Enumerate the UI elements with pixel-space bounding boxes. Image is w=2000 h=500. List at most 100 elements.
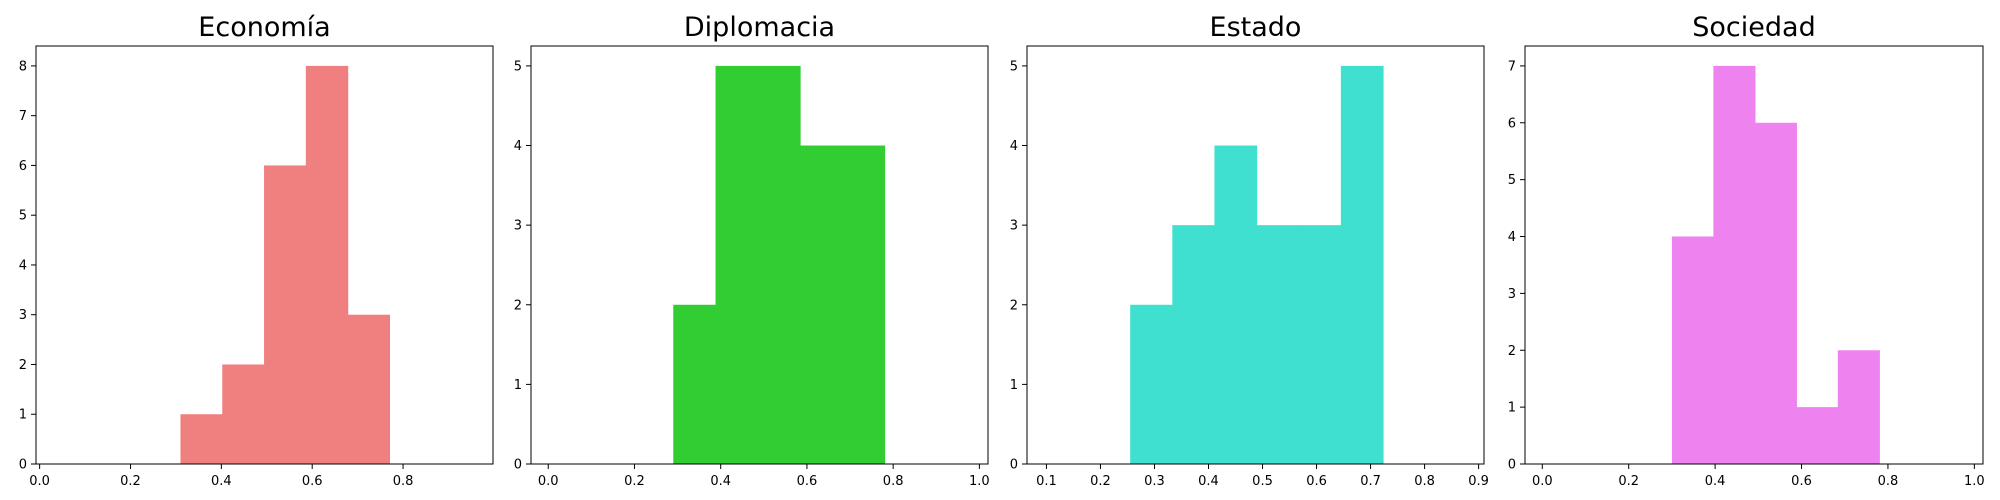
x-tick-label: 0.6: [1306, 474, 1327, 489]
y-tick-label: 3: [1508, 287, 1516, 302]
x-tick-label: 0.6: [797, 474, 818, 489]
histogram-bar: [1837, 350, 1880, 464]
x-tick-label: 0.8: [1878, 474, 1899, 489]
histogram-bar: [1713, 65, 1756, 465]
y-tick-label: 3: [19, 308, 27, 323]
histogram-bar: [264, 165, 307, 464]
histogram-bar: [757, 65, 801, 465]
y-tick-label: 7: [19, 109, 27, 124]
y-axis: 0 1 2 3 4 5 6 7: [1508, 59, 1525, 473]
histogram-bar: [800, 145, 843, 464]
histogram-bar: [1172, 225, 1216, 464]
bar-group: [180, 65, 391, 465]
x-tick-label: 0.4: [1198, 474, 1219, 489]
x-tick-label: 0.2: [1090, 474, 1111, 489]
plot-frame: [1026, 45, 1485, 465]
y-tick-label: 5: [19, 209, 27, 224]
y-tick-label: 4: [514, 139, 522, 154]
histogram-bar: [1256, 225, 1300, 464]
y-tick-label: 7: [1508, 59, 1516, 74]
y-tick-label: 0: [514, 458, 522, 473]
x-tick-label: 0.2: [1618, 474, 1639, 489]
x-tick-label: 0.4: [710, 474, 731, 489]
y-tick-label: 4: [1010, 139, 1018, 154]
histogram-bar: [305, 65, 349, 465]
panel-title: Diplomacia: [684, 12, 835, 43]
y-tick-label: 6: [19, 159, 27, 174]
y-tick-label: 2: [1508, 344, 1516, 359]
x-axis: 0.0 0.2 0.4 0.6 0.8: [29, 464, 413, 489]
y-tick-label: 0: [1508, 458, 1516, 473]
x-tick-label: 0.0: [29, 474, 50, 489]
x-tick-label: 0.6: [302, 474, 323, 489]
x-tick-label: 0.4: [211, 474, 232, 489]
x-tick-label: 0.4: [1705, 474, 1726, 489]
plot-frame: [35, 45, 494, 465]
y-tick-label: 1: [1508, 401, 1516, 416]
histogram-bar: [180, 414, 223, 464]
y-tick-label: 2: [1010, 298, 1018, 313]
y-axis: 0 1 2 3 4 5: [514, 59, 531, 473]
histogram-bar: [673, 304, 717, 464]
histogram-bar: [347, 314, 391, 464]
y-tick-label: 1: [19, 408, 27, 423]
histogram-bar: [1796, 407, 1839, 464]
histogram-bar: [1130, 304, 1173, 464]
bar-group: [1671, 65, 1880, 465]
x-tick-label: 0.8: [883, 474, 904, 489]
panel-title: Economía: [198, 12, 330, 43]
y-tick-label: 4: [1508, 230, 1516, 245]
panel-title: Sociedad: [1692, 12, 1815, 43]
x-tick-label: 0.2: [624, 474, 645, 489]
x-tick-label: 0.8: [1414, 474, 1435, 489]
y-tick-label: 3: [1010, 219, 1018, 234]
y-tick-label: 1: [514, 378, 522, 393]
histogram-bar: [1671, 236, 1714, 464]
y-tick-label: 0: [1010, 458, 1018, 473]
panel-sociedad: Sociedad 0.0 0.2 0.4 0.6 0.8 1.0 0 1 2 3 4 5 6 7: [1508, 12, 1985, 489]
histogram-bar: [842, 145, 886, 464]
x-tick-label: 1.0: [1964, 474, 1985, 489]
panel-diplomacia: Diplomacia 0.0 0.2 0.4 0.6 0.8 1.0 0 1 2 3 4 5: [514, 12, 990, 489]
histogram-bar: [222, 364, 265, 464]
x-axis: 0.1 0.2 0.3 0.4 0.5 0.6 0.7 0.8 0.9: [1036, 464, 1489, 489]
y-tick-label: 5: [514, 59, 522, 74]
x-tick-label: 0.9: [1468, 474, 1489, 489]
y-tick-label: 4: [19, 258, 27, 273]
bar-group: [673, 65, 886, 465]
panel-estado: Estado 0.1 0.2 0.3 0.4 0.5 0.6 0.7 0.8 0.9 0 1 2 3 4…: [1010, 12, 1489, 489]
panel-title: Estado: [1210, 12, 1302, 43]
y-tick-label: 8: [19, 59, 27, 74]
y-tick-label: 5: [1010, 59, 1018, 74]
x-axis: 0.0 0.2 0.4 0.6 0.8 1.0: [1532, 464, 1985, 489]
x-tick-label: 0.0: [1532, 474, 1553, 489]
y-tick-label: 2: [514, 298, 522, 313]
histogram-bar: [1298, 225, 1342, 464]
y-tick-label: 0: [19, 458, 27, 473]
histogram-bar: [1754, 122, 1797, 464]
x-tick-label: 0.3: [1144, 474, 1165, 489]
y-axis: 0 1 2 3 4 5 6 7 8: [19, 59, 36, 473]
x-tick-label: 0.2: [120, 474, 141, 489]
bar-group: [1130, 65, 1384, 465]
x-axis: 0.0 0.2 0.4 0.6 0.8 1.0: [538, 464, 990, 489]
y-axis: 0 1 2 3 4 5: [1010, 59, 1027, 473]
y-tick-label: 6: [1508, 116, 1516, 131]
histogram-bar: [715, 65, 759, 465]
histogram-bar: [1214, 145, 1258, 464]
x-tick-label: 0.8: [393, 474, 414, 489]
x-tick-label: 0.5: [1252, 474, 1273, 489]
y-tick-label: 3: [514, 219, 522, 234]
panel-economia: Economía 0.0 0.2 0.4 0.6 0.8 0 1 2 3 4 5 6 7 8: [19, 12, 494, 489]
x-tick-label: 0.7: [1360, 474, 1381, 489]
plot-frame: [1524, 45, 1984, 465]
histogram-bar: [1340, 65, 1384, 465]
plot-frame: [530, 45, 989, 465]
x-tick-label: 1.0: [969, 474, 990, 489]
y-tick-label: 1: [1010, 378, 1018, 393]
x-tick-label: 0.6: [1791, 474, 1812, 489]
y-tick-label: 2: [19, 358, 27, 373]
x-tick-label: 0.0: [538, 474, 559, 489]
y-tick-label: 5: [1508, 173, 1516, 188]
